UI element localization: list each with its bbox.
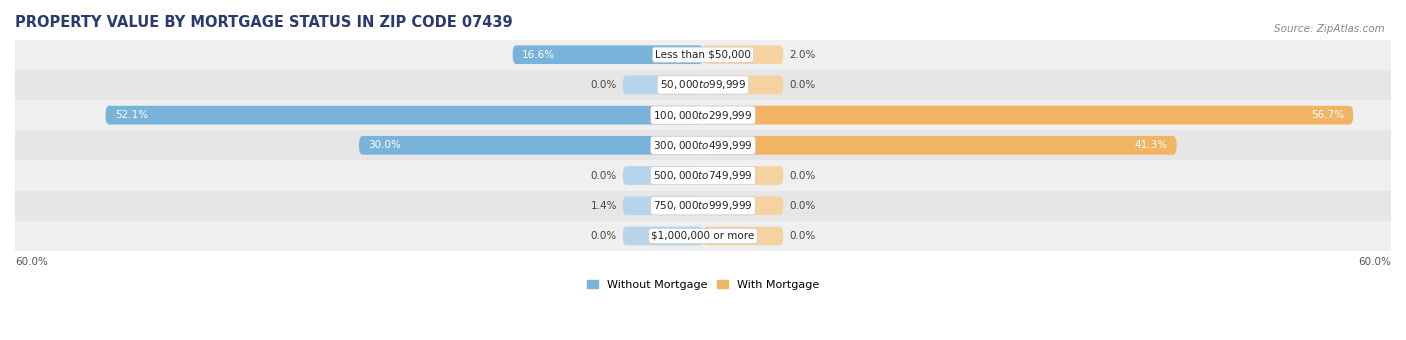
FancyBboxPatch shape <box>703 197 783 215</box>
Legend: Without Mortgage, With Mortgage: Without Mortgage, With Mortgage <box>582 275 824 294</box>
Bar <box>15 130 1391 160</box>
FancyBboxPatch shape <box>703 166 783 185</box>
Text: $500,000 to $749,999: $500,000 to $749,999 <box>654 169 752 182</box>
Text: $100,000 to $299,999: $100,000 to $299,999 <box>654 109 752 122</box>
Text: 60.0%: 60.0% <box>1358 257 1391 267</box>
Text: 52.1%: 52.1% <box>115 110 148 120</box>
FancyBboxPatch shape <box>703 106 1353 124</box>
FancyBboxPatch shape <box>703 226 783 245</box>
FancyBboxPatch shape <box>703 75 783 94</box>
FancyBboxPatch shape <box>623 75 703 94</box>
Text: 2.0%: 2.0% <box>789 50 815 60</box>
Text: PROPERTY VALUE BY MORTGAGE STATUS IN ZIP CODE 07439: PROPERTY VALUE BY MORTGAGE STATUS IN ZIP… <box>15 15 513 30</box>
Text: 41.3%: 41.3% <box>1135 140 1167 150</box>
Bar <box>15 70 1391 100</box>
Bar <box>15 160 1391 191</box>
Text: $50,000 to $99,999: $50,000 to $99,999 <box>659 79 747 91</box>
Bar <box>15 191 1391 221</box>
Text: $1,000,000 or more: $1,000,000 or more <box>651 231 755 241</box>
Bar <box>15 221 1391 251</box>
FancyBboxPatch shape <box>703 45 783 64</box>
Text: Source: ZipAtlas.com: Source: ZipAtlas.com <box>1274 24 1385 34</box>
Text: 0.0%: 0.0% <box>789 231 815 241</box>
Text: Less than $50,000: Less than $50,000 <box>655 50 751 60</box>
FancyBboxPatch shape <box>359 136 703 155</box>
FancyBboxPatch shape <box>703 136 1177 155</box>
FancyBboxPatch shape <box>513 45 703 64</box>
Text: 0.0%: 0.0% <box>591 80 617 90</box>
Text: 56.7%: 56.7% <box>1310 110 1344 120</box>
FancyBboxPatch shape <box>623 166 703 185</box>
Text: 0.0%: 0.0% <box>789 171 815 181</box>
Text: 0.0%: 0.0% <box>591 231 617 241</box>
Text: 0.0%: 0.0% <box>789 201 815 211</box>
Bar <box>15 100 1391 130</box>
Text: 1.4%: 1.4% <box>591 201 617 211</box>
Text: 60.0%: 60.0% <box>15 257 48 267</box>
Text: $750,000 to $999,999: $750,000 to $999,999 <box>654 199 752 212</box>
FancyBboxPatch shape <box>623 226 703 245</box>
Text: 0.0%: 0.0% <box>789 80 815 90</box>
Text: 30.0%: 30.0% <box>368 140 401 150</box>
FancyBboxPatch shape <box>105 106 703 124</box>
Text: $300,000 to $499,999: $300,000 to $499,999 <box>654 139 752 152</box>
Bar <box>15 40 1391 70</box>
FancyBboxPatch shape <box>623 197 703 215</box>
Text: 0.0%: 0.0% <box>591 171 617 181</box>
Text: 16.6%: 16.6% <box>522 50 555 60</box>
